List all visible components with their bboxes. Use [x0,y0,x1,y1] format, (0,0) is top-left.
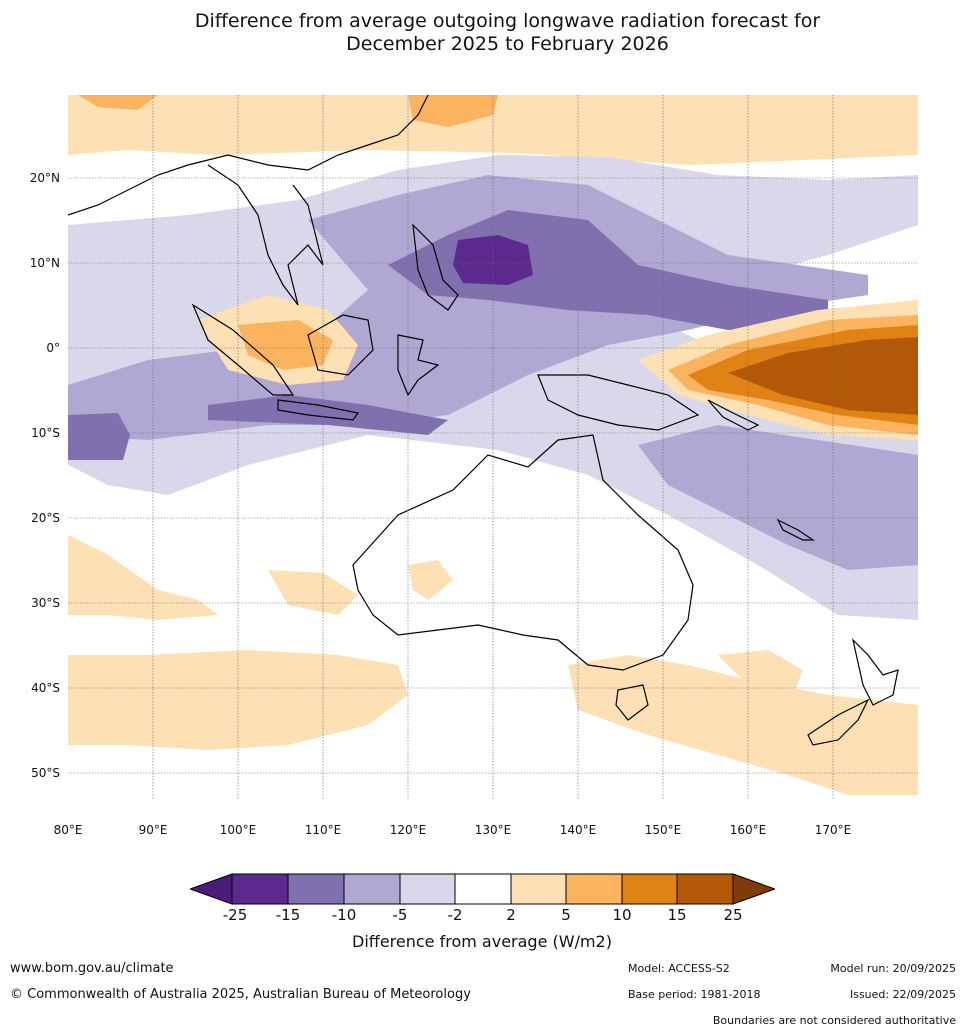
lon-label-110e: 110°E [304,823,342,837]
coast-sumatra [191,303,295,396]
lon-label-130e: 130°E [474,823,512,837]
anomaly-pos-south-small-2 [268,570,358,615]
lat-label-0: 0° [46,341,60,355]
lat-label-50s: 50°S [31,766,60,780]
lat-label-20s: 20°S [31,511,60,525]
lon-label-90e: 90°E [138,823,168,837]
anomaly-pos-south-small-1 [408,560,453,600]
map-panel [68,95,918,800]
colorbar-bin-6 [510,873,567,905]
coast-new-guinea [537,374,700,431]
colorbar-tick-9: 15 [667,906,687,924]
model-text: Model: ACCESS-S2 [628,962,730,975]
model-run-text: Model run: 20/09/2025 [830,962,956,975]
colorbar [190,873,775,905]
lat-label-30s: 30°S [31,596,60,610]
colorbar-title: Difference from average (W/m2) [352,932,612,951]
anomaly-neg-strong-west [68,413,130,460]
anomaly-pos-north [68,95,918,165]
coastlines [68,95,899,746]
colorbar-tick-10: 25 [723,906,743,924]
issued-text: Issued: 22/09/2025 [849,988,956,1001]
colorbar-tick-3: -10 [331,906,357,924]
colorbar-tick-5: -2 [447,906,463,924]
coast-new-caledonia [776,518,815,541]
coast-sulawesi [397,334,440,397]
lon-label-170e: 170°E [814,823,852,837]
lat-label-20n: 20°N [29,171,60,185]
coast-java [277,399,360,421]
anomaly-pos-south-small-3 [718,650,803,695]
coast-new-zealand-north [851,638,899,706]
title-line-1: Difference from average outgoing longwav… [194,10,821,32]
lon-label-100e: 100°E [219,823,257,837]
coast-asia-mainland [68,95,429,216]
lon-label-150e: 150°E [644,823,682,837]
anomaly-neg-strong-mid [208,395,448,435]
anomaly-fields [68,95,918,795]
coast-philippines [412,223,459,311]
colorbar-tick-6: 2 [506,906,516,924]
anomaly-pos-south-east [568,655,918,795]
lon-label-160e: 160°E [729,823,767,837]
colorbar-tick-1: -25 [222,906,248,924]
lon-label-80e: 80°E [53,823,83,837]
title-line-2: December 2025 to February 2026 [346,33,669,55]
coast-solomon [707,399,760,431]
anomaly-pos-north-strong-2 [78,95,158,110]
colorbar-extend-low [190,873,233,905]
lon-label-140e: 140°E [559,823,597,837]
lat-label-40s: 40°S [31,681,60,695]
colorbar-bin-3 [343,873,401,905]
colorbar-bin-4 [399,873,456,905]
anomaly-pos-mc-strong [238,320,333,370]
colorbar-bin-9 [676,873,734,905]
colorbar-bin-2 [287,873,345,905]
colorbar-tick-4: -5 [392,906,408,924]
colorbar-bin-8 [621,873,678,905]
anomaly-pos-east-4 [728,337,918,415]
map-title: Difference from average outgoing longwav… [0,10,965,56]
colorbar-tick-2: -15 [275,906,301,924]
anomaly-neg-medium-south [638,425,918,570]
anomaly-pos-south-west [68,535,218,620]
gridlines [68,95,918,800]
coast-indochina [207,164,324,306]
lon-label-120e: 120°E [389,823,427,837]
colorbar-bin-7 [565,873,623,905]
website-link[interactable]: www.bom.gov.au/climate [10,961,174,976]
lat-label-10n: 10°N [29,256,60,270]
coast-tasmania [615,684,649,721]
coast-new-zealand-south [807,698,870,746]
colorbar-tick-7: 5 [561,906,571,924]
copyright-text: © Commonwealth of Australia 2025, Austra… [10,987,471,1002]
coast-australia [352,434,694,671]
colorbar-bin-5 [454,873,512,905]
disclaimer-text: Boundaries are not considered authoritat… [712,1014,956,1027]
colorbar-tick-8: 10 [612,906,632,924]
map-svg [68,95,918,800]
colorbar-bin-1 [231,873,289,905]
base-period-text: Base period: 1981-2018 [628,988,761,1001]
anomaly-pos-north-strong [408,95,498,127]
coast-borneo [307,314,374,376]
lat-label-10s: 10°S [31,426,60,440]
colorbar-extend-high [732,873,775,905]
